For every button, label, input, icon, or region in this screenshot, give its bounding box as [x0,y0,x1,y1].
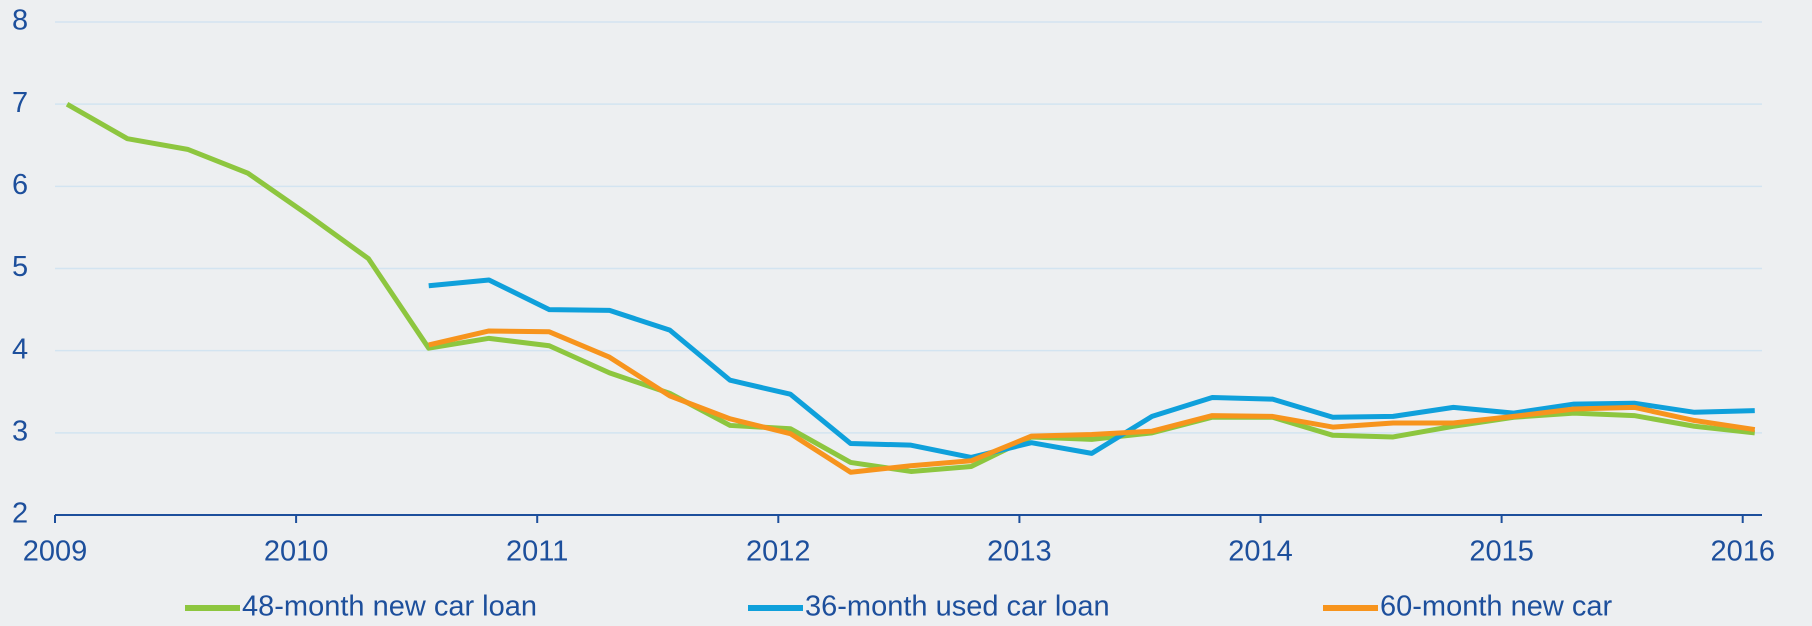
y-tick-label: 5 [12,251,28,283]
y-tick-label: 8 [12,5,28,37]
x-tick-label: 2013 [987,536,1052,568]
y-tick-label: 3 [12,415,28,447]
x-tick-label: 2016 [1710,536,1775,568]
x-tick-label: 2014 [1228,536,1293,568]
x-tick-label: 2011 [506,536,568,568]
line-series [428,277,1755,460]
x-tick-label: 2010 [264,536,329,568]
legend-label: 48-month new car loan [242,591,537,623]
y-tick-label: 2 [12,498,28,530]
legend-label: 60-month new car [1380,591,1612,623]
line-series [428,328,1756,475]
legend-label: 36-month used car loan [805,591,1110,623]
x-tick-label: 2009 [23,536,88,568]
y-tick-label: 6 [12,169,28,201]
x-tick-label: 2015 [1469,536,1534,568]
y-tick-label: 4 [12,333,28,365]
y-tick-label: 7 [12,87,28,119]
x-tick-label: 2012 [746,536,811,568]
